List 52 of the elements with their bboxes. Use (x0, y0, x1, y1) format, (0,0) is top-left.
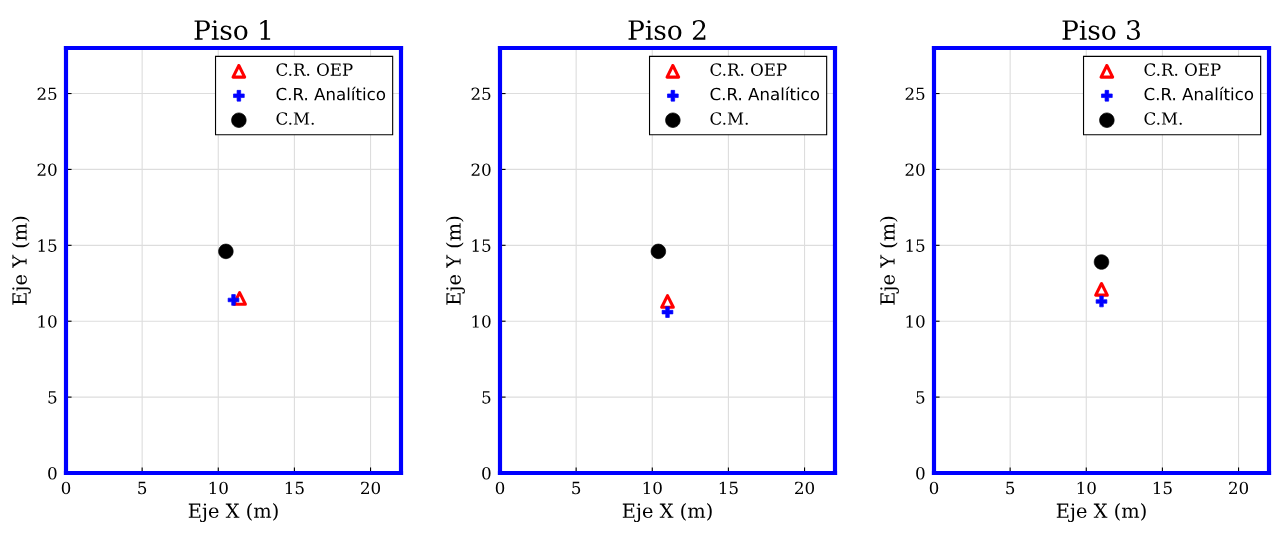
y-tick-label: 25 (471, 87, 491, 101)
x-tick-label: 0 (929, 481, 939, 495)
y-tick-label: 5 (482, 391, 491, 404)
chart-title: Piso 1 (194, 20, 271, 41)
y-tick-label: 0 (916, 466, 925, 480)
y-tick-label: 15 (906, 239, 925, 252)
x-tick-label: 10 (643, 481, 662, 495)
chart-title: Piso 2 (628, 20, 706, 41)
y-tick-label: 25 (905, 87, 925, 101)
legend-label: C.R. OEP (276, 63, 353, 76)
y-axis-title: Eje Y (m) (11, 216, 31, 305)
x-tick-label: 15 (719, 481, 738, 495)
x-tick-label: 20 (795, 481, 815, 495)
y-tick-label: 10 (472, 315, 491, 328)
legend-label: C.R. Analítico (276, 86, 386, 101)
point (660, 294, 675, 309)
y-tick-label: 10 (906, 315, 925, 328)
x-tick-label: 0 (61, 481, 71, 495)
y-tick-label: 20 (905, 163, 925, 176)
y-tick-label: 25 (37, 87, 57, 101)
legend-label: C.M. (710, 112, 748, 125)
x-tick-label: 5 (138, 481, 147, 495)
legend-label: C.R. Analítico (710, 86, 820, 101)
x-tick-label: 0 (495, 481, 505, 495)
chart-title: Piso 3 (1062, 20, 1140, 41)
x-axis-title: Eje X (m) (188, 503, 278, 523)
y-tick-label: 20 (471, 163, 491, 176)
y-tick-label: 0 (482, 466, 491, 480)
legend-label: C.M. (1144, 112, 1182, 125)
legend-label: C.R. Analítico (1144, 86, 1254, 101)
x-tick-label: 15 (285, 481, 304, 495)
x-tick-label: 5 (572, 481, 581, 495)
legend-label: C.R. OEP (710, 63, 787, 76)
y-axis-title: Eje Y (m) (879, 216, 899, 305)
y-tick-label: 5 (916, 391, 925, 404)
y-tick-label: 20 (37, 163, 57, 176)
y-tick-label: 15 (472, 239, 491, 252)
x-tick-label: 10 (1077, 481, 1096, 495)
x-tick-label: 20 (361, 481, 381, 495)
y-axis-title: Eje Y (m) (445, 216, 465, 305)
legend-label: C.M. (276, 112, 314, 125)
x-axis-title: Eje X (m) (1056, 503, 1146, 523)
y-tick-label: 0 (48, 466, 57, 480)
x-axis-title: Eje X (m) (622, 503, 712, 523)
x-tick-label: 10 (209, 481, 228, 495)
x-tick-label: 5 (1006, 481, 1015, 495)
x-tick-label: 20 (1229, 481, 1249, 495)
y-tick-label: 5 (48, 391, 57, 404)
x-tick-label: 15 (1153, 481, 1172, 495)
y-tick-label: 15 (38, 239, 57, 252)
legend-label: C.R. OEP (1144, 63, 1221, 76)
y-tick-label: 10 (38, 315, 57, 328)
